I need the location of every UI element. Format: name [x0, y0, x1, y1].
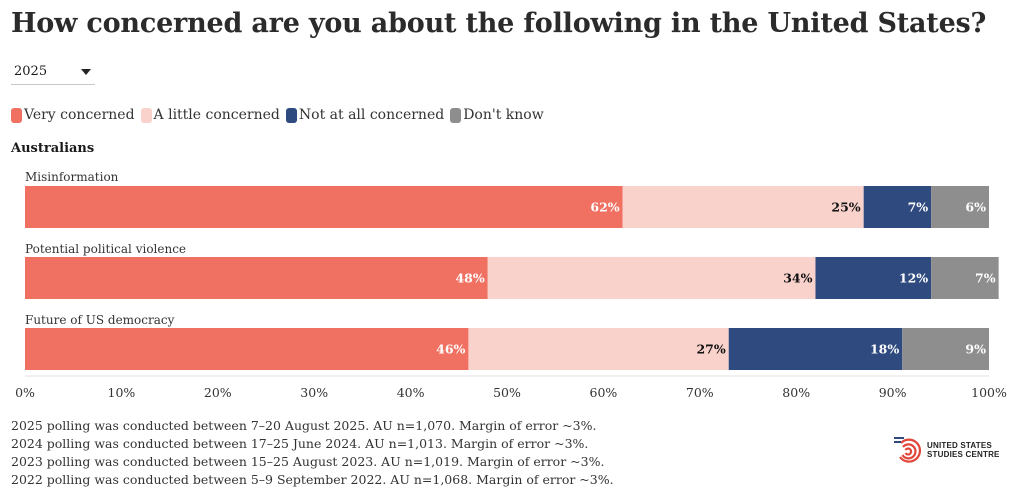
- data-label: 34%: [783, 271, 812, 286]
- data-label: 62%: [590, 200, 619, 215]
- legend-label: Not at all concerned: [298, 107, 445, 123]
- bar-category-label: Potential political violence: [25, 242, 187, 256]
- bar-segment: [815, 257, 932, 299]
- ussc-logo-icon: [894, 437, 922, 463]
- data-label: 7%: [975, 271, 996, 286]
- legend-swatch: [450, 107, 462, 123]
- footnote: 2023 polling was conducted between 15–25…: [11, 454, 605, 469]
- x-tick-label: 80%: [782, 385, 810, 400]
- x-tick-label: 0%: [15, 385, 35, 400]
- group-label: Australians: [11, 141, 95, 156]
- bar-segment: [622, 186, 864, 228]
- x-tick-label: 60%: [590, 385, 618, 400]
- x-tick-label: 40%: [397, 385, 425, 400]
- year-dropdown-value: 2025: [14, 64, 48, 79]
- data-label: 27%: [696, 342, 725, 357]
- chevron-down-icon: [81, 69, 91, 75]
- bar-segment: [25, 328, 469, 370]
- legend-swatch: [285, 107, 297, 123]
- bar-segment: [863, 186, 932, 228]
- footnote: 2025 polling was conducted between 7–20 …: [11, 418, 597, 433]
- data-label: 6%: [965, 200, 986, 215]
- bar-segment: [902, 328, 989, 370]
- x-tick-label: 20%: [204, 385, 232, 400]
- x-tick-label: 100%: [971, 385, 1007, 400]
- bar-segment: [931, 186, 989, 228]
- x-tick-label: 30%: [300, 385, 328, 400]
- legend-item-dont-know[interactable]: Don't know: [450, 107, 544, 123]
- footnote: 2024 polling was conducted between 17–25…: [11, 436, 589, 451]
- bar-segment: [468, 328, 729, 370]
- data-label: 25%: [831, 200, 860, 215]
- legend-item-very-concerned[interactable]: Very concerned: [11, 107, 135, 123]
- x-tick-label: 50%: [493, 385, 521, 400]
- x-tick-label: 10%: [108, 385, 136, 400]
- data-label: 18%: [870, 342, 899, 357]
- ussc-logo: UNITED STATES STUDIES CENTRE: [893, 435, 1000, 465]
- data-label: 46%: [436, 342, 465, 357]
- data-label: 12%: [899, 271, 928, 286]
- legend-label: Very concerned: [24, 107, 135, 123]
- legend: Very concerned A little concerned Not at…: [11, 107, 550, 123]
- legend-swatch: [11, 107, 22, 123]
- bar-segment: [25, 186, 623, 228]
- legend-label: Don't know: [463, 107, 544, 123]
- logo-line: UNITED STATES: [927, 441, 992, 450]
- data-label: 9%: [965, 342, 986, 357]
- logo-line: STUDIES CENTRE: [927, 450, 1000, 459]
- stacked-bar-chart: 62% 25% 7% 6% 48% 34% 12% 7% 46% 27% 18% 9% 0% 10% 20%…: [15, 186, 1007, 400]
- bar-category-label: Misinformation: [25, 170, 119, 184]
- bar-segment: [487, 257, 816, 299]
- bar-segment: [931, 257, 999, 299]
- data-label: 7%: [908, 200, 929, 215]
- x-tick-label: 70%: [686, 385, 714, 400]
- bar-segment: [25, 257, 488, 299]
- year-dropdown[interactable]: 2025: [11, 62, 95, 85]
- legend-item-not-at-all-concerned[interactable]: Not at all concerned: [285, 107, 445, 123]
- x-tick-label: 90%: [879, 385, 907, 400]
- bar-category-label: Future of US democracy: [25, 313, 175, 327]
- bar-segment: [728, 328, 903, 370]
- chart-title: How concerned are you about the followin…: [11, 8, 987, 39]
- legend-label: A little concerned: [153, 107, 280, 123]
- legend-swatch: [140, 107, 152, 123]
- footnote: 2022 polling was conducted between 5–9 S…: [11, 472, 614, 487]
- data-label: 48%: [455, 271, 484, 286]
- legend-item-a-little-concerned[interactable]: A little concerned: [140, 107, 280, 123]
